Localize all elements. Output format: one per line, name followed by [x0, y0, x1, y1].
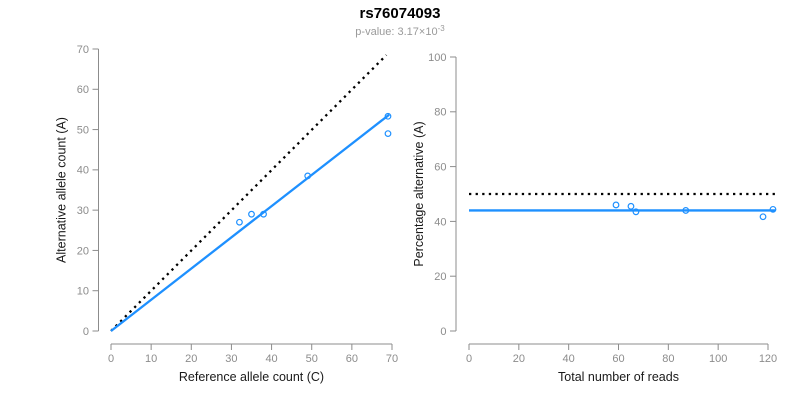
x-tick-label: 70: [386, 353, 398, 365]
y-tick-label: 60: [77, 84, 89, 96]
y-tick-label: 80: [434, 107, 446, 119]
data-point: [759, 213, 767, 221]
y-tick-label: 0: [83, 326, 89, 338]
data-point: [260, 210, 267, 218]
y-tick-label: 100: [428, 52, 446, 64]
data-point: [632, 208, 640, 216]
right-chart: 0 20 40 60 80 100 120 0 20 40 60 80 100 Total number …: [412, 52, 778, 384]
x-tick-label: 50: [306, 353, 318, 365]
p-value-exponent: -3: [437, 24, 445, 33]
p-value-text: p-value: 3.17×10: [355, 26, 438, 38]
x-axis-label: Total number of reads: [558, 370, 679, 384]
data-point: [304, 172, 312, 180]
y-tick-label: 60: [434, 161, 446, 173]
x-axis-label: Reference allele count (C): [179, 370, 324, 384]
x-tick-label: 40: [563, 353, 575, 365]
data-point: [627, 202, 635, 210]
y-tick-label: 50: [77, 124, 89, 136]
x-tick-label: 20: [185, 353, 197, 365]
x-tick-label: 120: [759, 353, 777, 365]
x-tick-label: 30: [225, 353, 237, 365]
x-tick-label: 40: [265, 353, 277, 365]
y-tick-label: 20: [77, 245, 89, 257]
left-chart: 0 10 20 30 40 50 60 70 0 10 20 30 40 50 60 70 Reference …: [55, 44, 399, 384]
data-point: [384, 112, 392, 120]
x-tick-label: 0: [466, 353, 472, 365]
y-tick-label: 30: [77, 205, 89, 217]
y-tick-label: 40: [77, 165, 89, 177]
y-tick-label: 20: [434, 271, 446, 283]
x-tick-label: 20: [513, 353, 525, 365]
y-tick-label: 0: [440, 326, 446, 338]
y-tick-label: 70: [77, 44, 89, 56]
identity-line: [110, 54, 388, 332]
data-point: [248, 210, 255, 218]
data-point: [682, 207, 690, 214]
plot-title: rs76074093: [359, 5, 441, 22]
x-tick-label: 60: [346, 353, 358, 365]
x-tick-label: 80: [662, 353, 674, 365]
y-axis-label: Percentage alternative (A): [412, 121, 426, 266]
y-tick-label: 40: [434, 216, 446, 228]
x-tick-label: 0: [108, 353, 114, 365]
fit-line: [110, 113, 390, 332]
plot-subtitle: p-value: 3.17×10-3: [0, 24, 800, 38]
x-tick-label: 100: [709, 353, 727, 365]
y-axis-label: Alternative allele count (A): [55, 117, 69, 263]
data-point: [769, 205, 777, 213]
data-point: [384, 130, 392, 138]
x-tick-label: 60: [612, 353, 624, 365]
x-tick-label: 10: [145, 353, 157, 365]
data-point: [612, 201, 620, 209]
data-point: [236, 218, 243, 226]
y-tick-label: 10: [77, 286, 89, 298]
